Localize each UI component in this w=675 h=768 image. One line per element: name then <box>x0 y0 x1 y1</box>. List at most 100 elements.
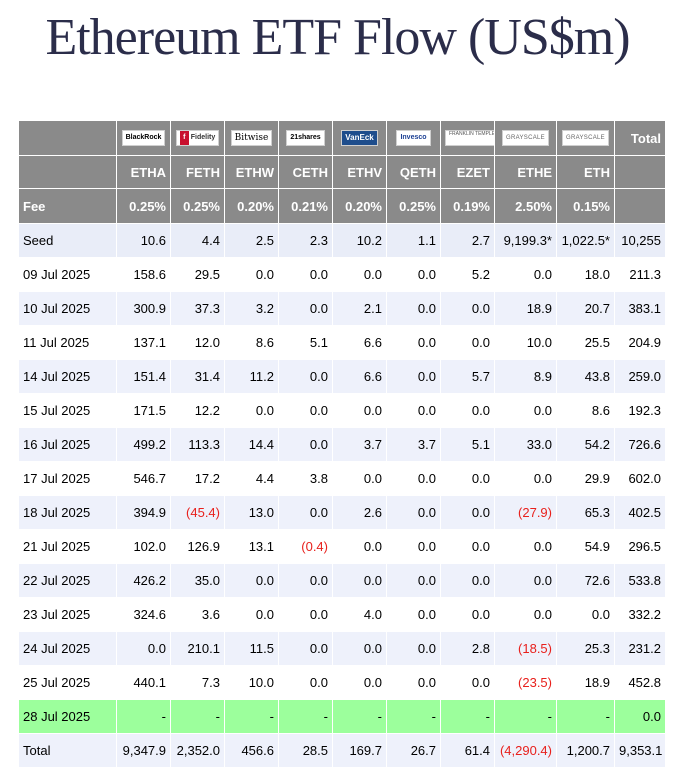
flow-cell: 0.0 <box>278 257 333 292</box>
row-total: 383.1 <box>614 291 666 326</box>
flow-cell: 3.7 <box>332 427 387 462</box>
flow-cell: 31.4 <box>170 359 225 394</box>
flow-cell: - <box>386 699 441 734</box>
row-total: 231.2 <box>614 631 666 666</box>
logo-corner <box>18 120 117 156</box>
flow-cell: 0.0 <box>556 597 615 632</box>
fee-row: Fee 0.25% 0.25% 0.20% 0.21% 0.20% 0.25% 0.19% 2… <box>18 188 666 224</box>
flow-cell: 61.4 <box>440 733 495 768</box>
table-row: 09 Jul 2025 158.6 29.5 0.0 0.0 0.0 0.0 5.2 0.0 18… <box>18 257 666 292</box>
flow-cell: 14.4 <box>224 427 279 462</box>
fee-label: Fee <box>18 188 117 224</box>
table-row: 10 Jul 2025 300.9 37.3 3.2 0.0 2.1 0.0 0.0 18.9 2… <box>18 291 666 326</box>
flow-cell: 0.0 <box>278 291 333 326</box>
row-date: 14 Jul 2025 <box>18 359 117 394</box>
flow-cell: 0.0 <box>494 461 557 496</box>
flow-cell: 6.6 <box>332 359 387 394</box>
flow-cell: 151.4 <box>116 359 171 394</box>
flow-cell: (27.9) <box>494 495 557 530</box>
flow-cell: 25.3 <box>556 631 615 666</box>
flow-cell: - <box>116 699 171 734</box>
flow-cell: 18.9 <box>556 665 615 700</box>
issuer-logo-cell: f Fidelity <box>170 120 225 156</box>
ticker-corner <box>18 155 117 189</box>
flow-cell: 0.0 <box>440 325 495 360</box>
flow-cell: 54.2 <box>556 427 615 462</box>
flow-cell: 0.0 <box>278 495 333 530</box>
flow-cell: 0.0 <box>386 563 441 598</box>
table-row: 17 Jul 2025 546.7 17.2 4.4 3.8 0.0 0.0 0.0 0.0 29… <box>18 461 666 496</box>
page-title: Ethereum ETF Flow (US$m) <box>45 9 630 66</box>
row-total: 0.0 <box>614 699 666 734</box>
issuer-logo-text: 21shares <box>290 134 321 142</box>
row-date: Total <box>18 733 117 768</box>
etf-flow-table: BlackRock f Fidelity Bitwise 21shares VanEck I… <box>18 120 666 768</box>
flow-cell: (23.5) <box>494 665 557 700</box>
flow-cell: 6.6 <box>332 325 387 360</box>
flow-cell: 499.2 <box>116 427 171 462</box>
table-row: 23 Jul 2025 324.6 3.6 0.0 0.0 4.0 0.0 0.0 0.0 0.0… <box>18 597 666 632</box>
row-total: 602.0 <box>614 461 666 496</box>
flow-cell: 43.8 <box>556 359 615 394</box>
issuer-logo: Invesco <box>396 130 431 147</box>
fee-value: 0.21% <box>278 188 333 224</box>
flow-cell: 0.0 <box>386 461 441 496</box>
flow-cell: 0.0 <box>440 393 495 428</box>
flow-cell: 546.7 <box>116 461 171 496</box>
flow-cell: - <box>278 699 333 734</box>
issuer-logo: 21shares <box>286 130 325 147</box>
row-date: Seed <box>18 223 117 258</box>
flow-cell: 0.0 <box>494 563 557 598</box>
flow-cell: 0.0 <box>224 563 279 598</box>
total-fee-blank <box>614 188 666 224</box>
flow-cell: 1.1 <box>386 223 441 258</box>
seed-row: Seed 10.6 4.4 2.5 2.3 10.2 1.1 2.7 9,199.3* 1,022… <box>18 223 666 258</box>
ticker-qeth: QETH <box>386 155 441 189</box>
fee-value: 0.25% <box>116 188 171 224</box>
flow-cell: 4.0 <box>332 597 387 632</box>
row-total: 211.3 <box>614 257 666 292</box>
flow-cell: 440.1 <box>116 665 171 700</box>
flow-cell: 2.6 <box>332 495 387 530</box>
row-total: 10,255 <box>614 223 666 258</box>
row-date: 25 Jul 2025 <box>18 665 117 700</box>
flow-cell: 0.0 <box>386 291 441 326</box>
issuer-logo-cell: GRAYSCALE <box>494 120 557 156</box>
flow-cell: 13.1 <box>224 529 279 564</box>
flow-cell: 2.5 <box>224 223 279 258</box>
fee-value: 0.15% <box>556 188 615 224</box>
row-total: 296.5 <box>614 529 666 564</box>
flow-cell: 0.0 <box>386 325 441 360</box>
issuer-logo: f Fidelity <box>175 130 220 147</box>
row-total: 402.5 <box>614 495 666 530</box>
issuer-logo: GRAYSCALE <box>562 130 609 147</box>
row-date: 21 Jul 2025 <box>18 529 117 564</box>
issuer-logo-text: GRAYSCALE <box>566 135 605 142</box>
flow-cell: 5.1 <box>278 325 333 360</box>
flow-cell: - <box>224 699 279 734</box>
issuer-logo-cell: BlackRock <box>116 120 171 156</box>
row-total: 533.8 <box>614 563 666 598</box>
flow-cell: 2.1 <box>332 291 387 326</box>
flow-cell: 0.0 <box>224 393 279 428</box>
flow-cell: 26.7 <box>386 733 441 768</box>
table-row: 22 Jul 2025 426.2 35.0 0.0 0.0 0.0 0.0 0.0 0.0 72… <box>18 563 666 598</box>
row-date: 18 Jul 2025 <box>18 495 117 530</box>
flow-cell: 0.0 <box>224 257 279 292</box>
flow-cell: 11.2 <box>224 359 279 394</box>
ticker-eth: ETH <box>556 155 615 189</box>
flow-cell: 0.0 <box>116 631 171 666</box>
ticker-feth: FETH <box>170 155 225 189</box>
flow-cell: 0.0 <box>386 529 441 564</box>
flow-cell: 394.9 <box>116 495 171 530</box>
table-row: 18 Jul 2025 394.9 (45.4) 13.0 0.0 2.6 0.0 0.0 (2… <box>18 495 666 530</box>
flow-cell: 0.0 <box>440 563 495 598</box>
table-header: BlackRock f Fidelity Bitwise 21shares VanEck I… <box>18 120 666 224</box>
flow-cell: 2.8 <box>440 631 495 666</box>
issuer-logo: GRAYSCALE <box>502 130 549 147</box>
flow-cell: 17.2 <box>170 461 225 496</box>
flow-cell: 0.0 <box>224 597 279 632</box>
table-row: 24 Jul 2025 0.0 210.1 11.5 0.0 0.0 0.0 2.8 (18.5… <box>18 631 666 666</box>
ticker-ezet: EZET <box>440 155 495 189</box>
issuer-logo-cell: VanEck <box>332 120 387 156</box>
